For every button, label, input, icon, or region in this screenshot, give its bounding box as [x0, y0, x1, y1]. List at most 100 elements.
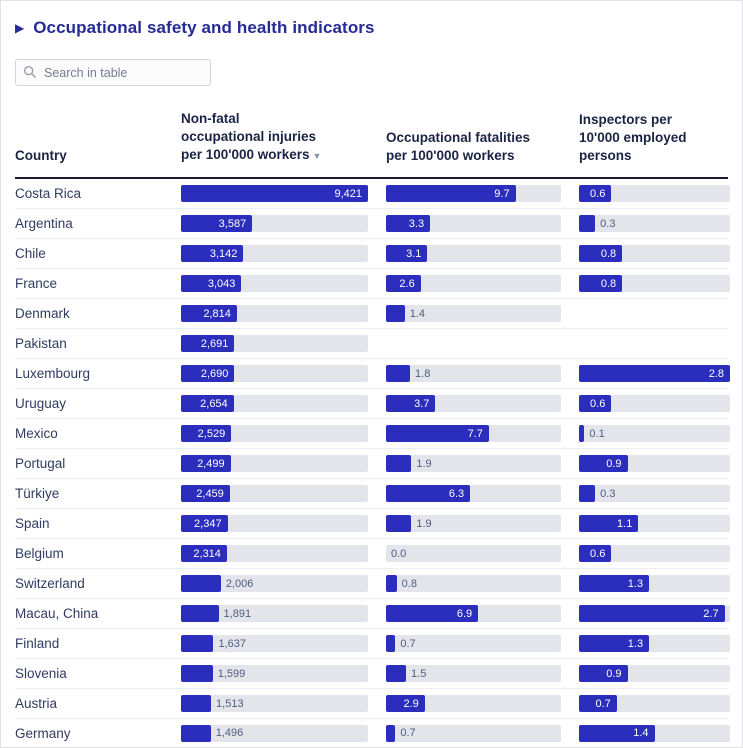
fatalities-value: 6.3 — [448, 487, 465, 500]
inspectors-bar-track: 0.6 — [579, 545, 730, 562]
injuries-bar: 2,499 — [181, 455, 231, 472]
table-row[interactable]: Uruguay 2,654 3.7 0.6 — [15, 389, 730, 419]
injuries-value: 2,654 — [200, 397, 228, 410]
table-row[interactable]: Türkiye 2,459 6.3 0.3 — [15, 479, 730, 509]
injuries-cell: 1,599 — [181, 665, 368, 682]
inspectors-bar: 0.7 — [579, 695, 617, 712]
table-row[interactable]: Denmark 2,814 1.4 — [15, 299, 728, 329]
country-name: Chile — [15, 246, 46, 261]
inspectors-cell: 1.3 — [579, 575, 730, 592]
injuries-value: 2,459 — [196, 487, 224, 500]
injuries-bar: 9,421 — [181, 185, 368, 202]
fatalities-value: 2.6 — [399, 277, 415, 290]
inspectors-bar-track: 0.1 — [579, 425, 730, 442]
sort-desc-icon[interactable]: ▼ — [312, 151, 322, 161]
country-name: Pakistan — [15, 336, 67, 351]
injuries-bar-track: 2,459 — [181, 485, 368, 502]
inspectors-bar — [579, 485, 596, 502]
column-header-fatalities[interactable]: Occupational fatalities per 100'000 work… — [386, 110, 561, 165]
table-row[interactable]: Slovenia 1,599 1.5 0.9 — [15, 659, 730, 689]
injuries-cell: 2,314 — [181, 545, 368, 562]
inspectors-cell: 0.6 — [579, 395, 730, 412]
fatalities-bar-track: 2.9 — [386, 695, 561, 712]
inspectors-bar-track: 2.7 — [579, 605, 730, 622]
column-header-label: Country — [15, 148, 67, 163]
injuries-cell: 2,347 — [181, 515, 368, 532]
table-row[interactable]: Chile 3,142 3.1 0.8 — [15, 239, 730, 269]
inspectors-cell: 1.3 — [579, 635, 730, 652]
injuries-bar-track: 1,599 — [181, 665, 368, 682]
table-row[interactable]: Portugal 2,499 1.9 0.9 — [15, 449, 730, 479]
fatalities-value: 3.3 — [408, 217, 425, 230]
table-row[interactable]: Luxembourg 2,690 1.8 2.8 — [15, 359, 730, 389]
collapse-triangle-icon[interactable]: ▶ — [15, 20, 25, 35]
header-line: persons — [579, 148, 632, 163]
fatalities-cell: 1.9 — [386, 455, 561, 472]
fatalities-bar-track: 0.8 — [386, 575, 561, 592]
injuries-bar-track: 2,529 — [181, 425, 368, 442]
injuries-cell: 2,690 — [181, 365, 368, 382]
injuries-cell: 3,587 — [181, 215, 368, 232]
inspectors-bar: 0.8 — [579, 245, 623, 262]
inspectors-cell: 0.6 — [579, 545, 730, 562]
fatalities-cell: 6.9 — [386, 605, 561, 622]
injuries-cell: 2,499 — [181, 455, 368, 472]
column-header-inspectors[interactable]: Inspectors per 10'000 employed persons — [579, 110, 730, 165]
table-row[interactable]: France 3,043 2.6 0.8 — [15, 269, 730, 299]
fatalities-value: 1.8 — [415, 367, 431, 380]
table-row[interactable]: Costa Rica 9,421 9.7 0.6 — [15, 179, 730, 209]
injuries-bar-track: 2,499 — [181, 455, 368, 472]
table-row[interactable]: Mexico 2,529 7.7 0.1 — [15, 419, 730, 449]
injuries-bar — [181, 665, 213, 682]
country-name: Argentina — [15, 216, 73, 231]
table-row[interactable]: Pakistan 2,691 — [15, 329, 728, 359]
fatalities-bar-track: 1.4 — [386, 305, 561, 322]
table-row[interactable]: Finland 1,637 0.7 1.3 — [15, 629, 730, 659]
injuries-bar-track: 2,006 — [181, 575, 368, 592]
fatalities-cell: 9.7 — [386, 185, 561, 202]
search-input[interactable] — [15, 59, 211, 86]
fatalities-bar: 3.7 — [386, 395, 436, 412]
inspectors-bar-track: 0.3 — [579, 485, 730, 502]
fatalities-cell: 3.3 — [386, 215, 561, 232]
fatalities-bar — [386, 724, 396, 742]
fatalities-cell: 2.9 — [386, 695, 561, 712]
inspectors-value: 0.3 — [600, 217, 616, 230]
injuries-bar-track: 9,421 — [181, 185, 368, 202]
table-row[interactable]: Switzerland 2,006 0.8 1.3 — [15, 569, 730, 599]
inspectors-bar-track: 1.1 — [579, 515, 730, 532]
fatalities-bar-track: 1.9 — [386, 455, 561, 472]
inspectors-bar-track: 0.7 — [579, 695, 730, 712]
injuries-cell: 3,043 — [181, 275, 368, 292]
header-line: Non-fatal — [181, 111, 240, 126]
inspectors-value: 0.6 — [590, 397, 606, 410]
table-row[interactable]: Germany 1,496 0.7 1.4 — [15, 719, 730, 747]
inspectors-bar: 2.7 — [579, 605, 725, 622]
fatalities-bar-track: 6.9 — [386, 605, 561, 622]
fatalities-bar: 7.7 — [386, 425, 489, 442]
injuries-cell: 9,421 — [181, 185, 368, 202]
fatalities-bar-track: 0.7 — [386, 635, 561, 652]
injuries-value: 2,529 — [197, 427, 226, 440]
table-row[interactable]: Spain 2,347 1.9 1.1 — [15, 509, 730, 539]
injuries-value: 2,006 — [225, 577, 254, 590]
fatalities-cell: 1.8 — [386, 365, 561, 382]
inspectors-cell: 1.1 — [579, 515, 730, 532]
inspectors-cell: 0.6 — [579, 185, 730, 202]
inspectors-bar-track: 0.3 — [579, 215, 730, 232]
injuries-bar: 3,043 — [181, 275, 242, 292]
injuries-cell: 1,637 — [181, 635, 368, 652]
inspectors-cell: 0.3 — [579, 215, 730, 232]
inspectors-bar-track: 1.3 — [579, 575, 730, 592]
injuries-value: 2,347 — [194, 517, 222, 530]
table-row[interactable]: Belgium 2,314 0.0 0.6 — [15, 539, 730, 569]
table-row[interactable]: Macau, China 1,891 6.9 2.7 — [15, 599, 730, 629]
table-row[interactable]: Argentina 3,587 3.3 0.3 — [15, 209, 730, 239]
column-header-injuries[interactable]: Non-fatal occupational injuries per 100'… — [181, 110, 368, 165]
table-row[interactable]: Austria 1,513 2.9 0.7 — [15, 689, 730, 719]
injuries-bar — [181, 724, 211, 742]
inspectors-value: 2.8 — [708, 367, 724, 380]
fatalities-bar-track: 0.7 — [386, 724, 561, 742]
column-header-country[interactable]: Country — [15, 110, 163, 165]
injuries-value: 2,314 — [193, 547, 221, 560]
